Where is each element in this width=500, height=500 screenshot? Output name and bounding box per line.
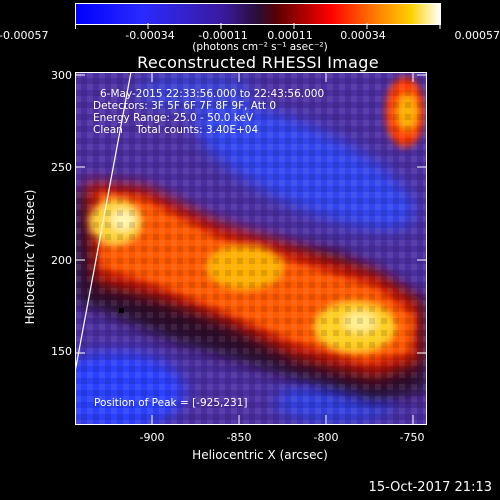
y-tick-label-250: 250 <box>51 161 72 174</box>
footer-date: 15-Oct-2017 21:13 <box>368 480 492 495</box>
x-tick-label-m800: -800 <box>313 431 339 444</box>
peak-marker <box>119 308 124 313</box>
y-axis-label: Heliocentric Y (arcsec) <box>23 189 37 325</box>
x-tick-label-m900: -900 <box>139 431 165 444</box>
info-detectors: Detectors: 3F 5F 6F 7F 8F 9F, Att 0 <box>93 100 277 112</box>
colorbar-label-1: -0.00034 <box>125 29 175 42</box>
colorbar-units: (photons cm⁻² s⁻¹ asec⁻²) <box>192 41 328 53</box>
colorbar-label-3: 0.00011 <box>267 29 313 42</box>
colorbar-label-0: -0.00057 <box>0 29 49 42</box>
colorbar-label-4: 0.00034 <box>340 29 386 42</box>
colorbar <box>75 3 441 25</box>
rhessi-image <box>75 72 427 425</box>
x-axis-label: Heliocentric X (arcsec) <box>192 448 328 462</box>
image-frame <box>75 72 427 425</box>
x-tick-label-m850: -850 <box>226 431 252 444</box>
info-energy: Energy Range: 25.0 - 50.0 keV <box>93 112 254 124</box>
colorbar-label-5: 0.00057 <box>454 29 500 42</box>
colorbar-label-2: -0.00011 <box>198 29 248 42</box>
x-tick-label-m750: -750 <box>399 431 425 444</box>
y-tick-label-300: 300 <box>51 69 72 82</box>
y-tick-label-150: 150 <box>51 345 72 358</box>
info-time: 6-May-2015 22:33:56.000 to 22:43:56.000 <box>100 88 325 100</box>
plot-title: Reconstructed RHESSI Image <box>137 53 379 72</box>
peak-position: Position of Peak = [-925,231] <box>94 397 248 409</box>
y-tick-label-200: 200 <box>51 254 72 267</box>
solar-limb-line <box>75 72 132 373</box>
info-clean: Clean Total counts: 3.40E+04 <box>93 124 259 136</box>
colorbar-ticks <box>75 23 441 29</box>
